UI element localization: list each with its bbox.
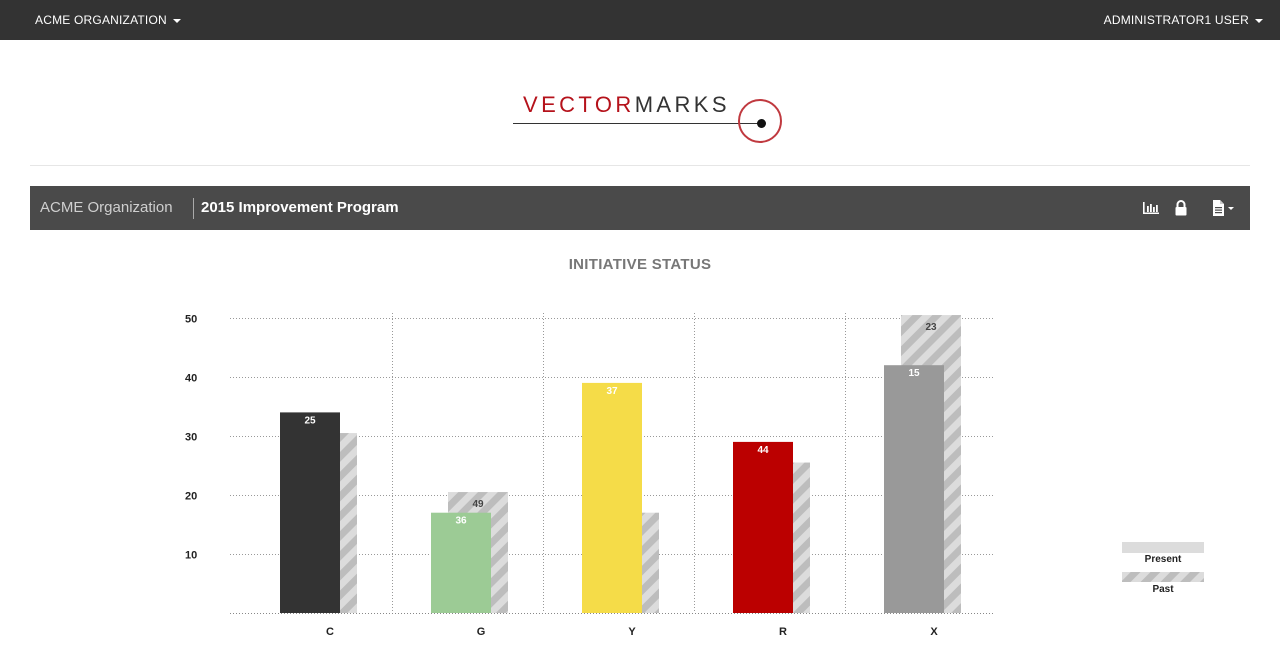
bar-present-r	[733, 441, 793, 613]
legend-swatch-present	[1122, 542, 1204, 553]
lock-icon[interactable]	[1171, 198, 1191, 218]
breadcrumb-program: 2015 Improvement Program	[201, 199, 399, 216]
x-tick-label-y: Y	[628, 626, 636, 638]
logo-dot	[757, 119, 766, 128]
x-tick-label-g: G	[477, 626, 486, 638]
bar-present-y	[582, 382, 642, 613]
logo-wordmark: VECTORMARKS	[523, 92, 730, 118]
organization-menu[interactable]: ACME ORGANIZATION	[35, 0, 181, 40]
x-tick-label-x: X	[930, 626, 938, 638]
y-tick-label: 50	[185, 314, 197, 326]
legend-swatch-past	[1122, 572, 1204, 582]
vectormarks-logo: VECTORMARKS	[500, 86, 800, 156]
top-navbar: ACME ORGANIZATION ADMINISTRATOR1 USER	[0, 0, 1280, 40]
legend-label-present: Present	[1145, 554, 1182, 565]
logo-line	[513, 123, 761, 124]
bar-present-label: 44	[757, 445, 769, 456]
legend-label-past: Past	[1152, 584, 1174, 595]
caret-down-icon	[172, 18, 181, 23]
logo-word-vector: VECTOR	[523, 92, 635, 117]
bar-present-label: 15	[908, 368, 920, 379]
bar-present-g	[431, 512, 491, 613]
chart-title: INITIATIVE STATUS	[568, 256, 712, 273]
y-tick-label: 20	[185, 491, 197, 503]
caret-down-icon	[1255, 18, 1263, 23]
program-toolbar: ACME Organization 2015 Improvement Progr…	[30, 186, 1250, 230]
bar-present-label: 36	[455, 516, 467, 527]
organization-menu-label: ACME ORGANIZATION	[35, 13, 167, 27]
header-divider	[30, 165, 1250, 166]
x-tick-label-r: R	[779, 626, 787, 638]
bar-chart-icon[interactable]	[1141, 198, 1161, 218]
y-tick-label: 40	[185, 373, 197, 385]
y-tick-label: 30	[185, 432, 197, 444]
bar-present-x	[884, 365, 944, 613]
document-icon[interactable]	[1210, 198, 1238, 218]
y-tick-label: 10	[185, 550, 197, 562]
logo-ring	[738, 99, 782, 143]
x-tick-label-c: C	[326, 626, 334, 638]
bar-present-c	[280, 412, 340, 613]
user-menu[interactable]: ADMINISTRATOR1 USER	[1104, 0, 1263, 40]
bar-past-label: 49	[472, 499, 484, 510]
breadcrumb-organization[interactable]: ACME Organization	[40, 199, 173, 216]
bar-present-label: 37	[606, 386, 618, 397]
user-menu-label: ADMINISTRATOR1 USER	[1103, 13, 1249, 27]
bar-past-label: 23	[925, 322, 937, 333]
logo-word-marks: MARKS	[634, 92, 730, 117]
breadcrumb-separator	[193, 198, 194, 219]
bar-present-label: 25	[304, 415, 316, 426]
